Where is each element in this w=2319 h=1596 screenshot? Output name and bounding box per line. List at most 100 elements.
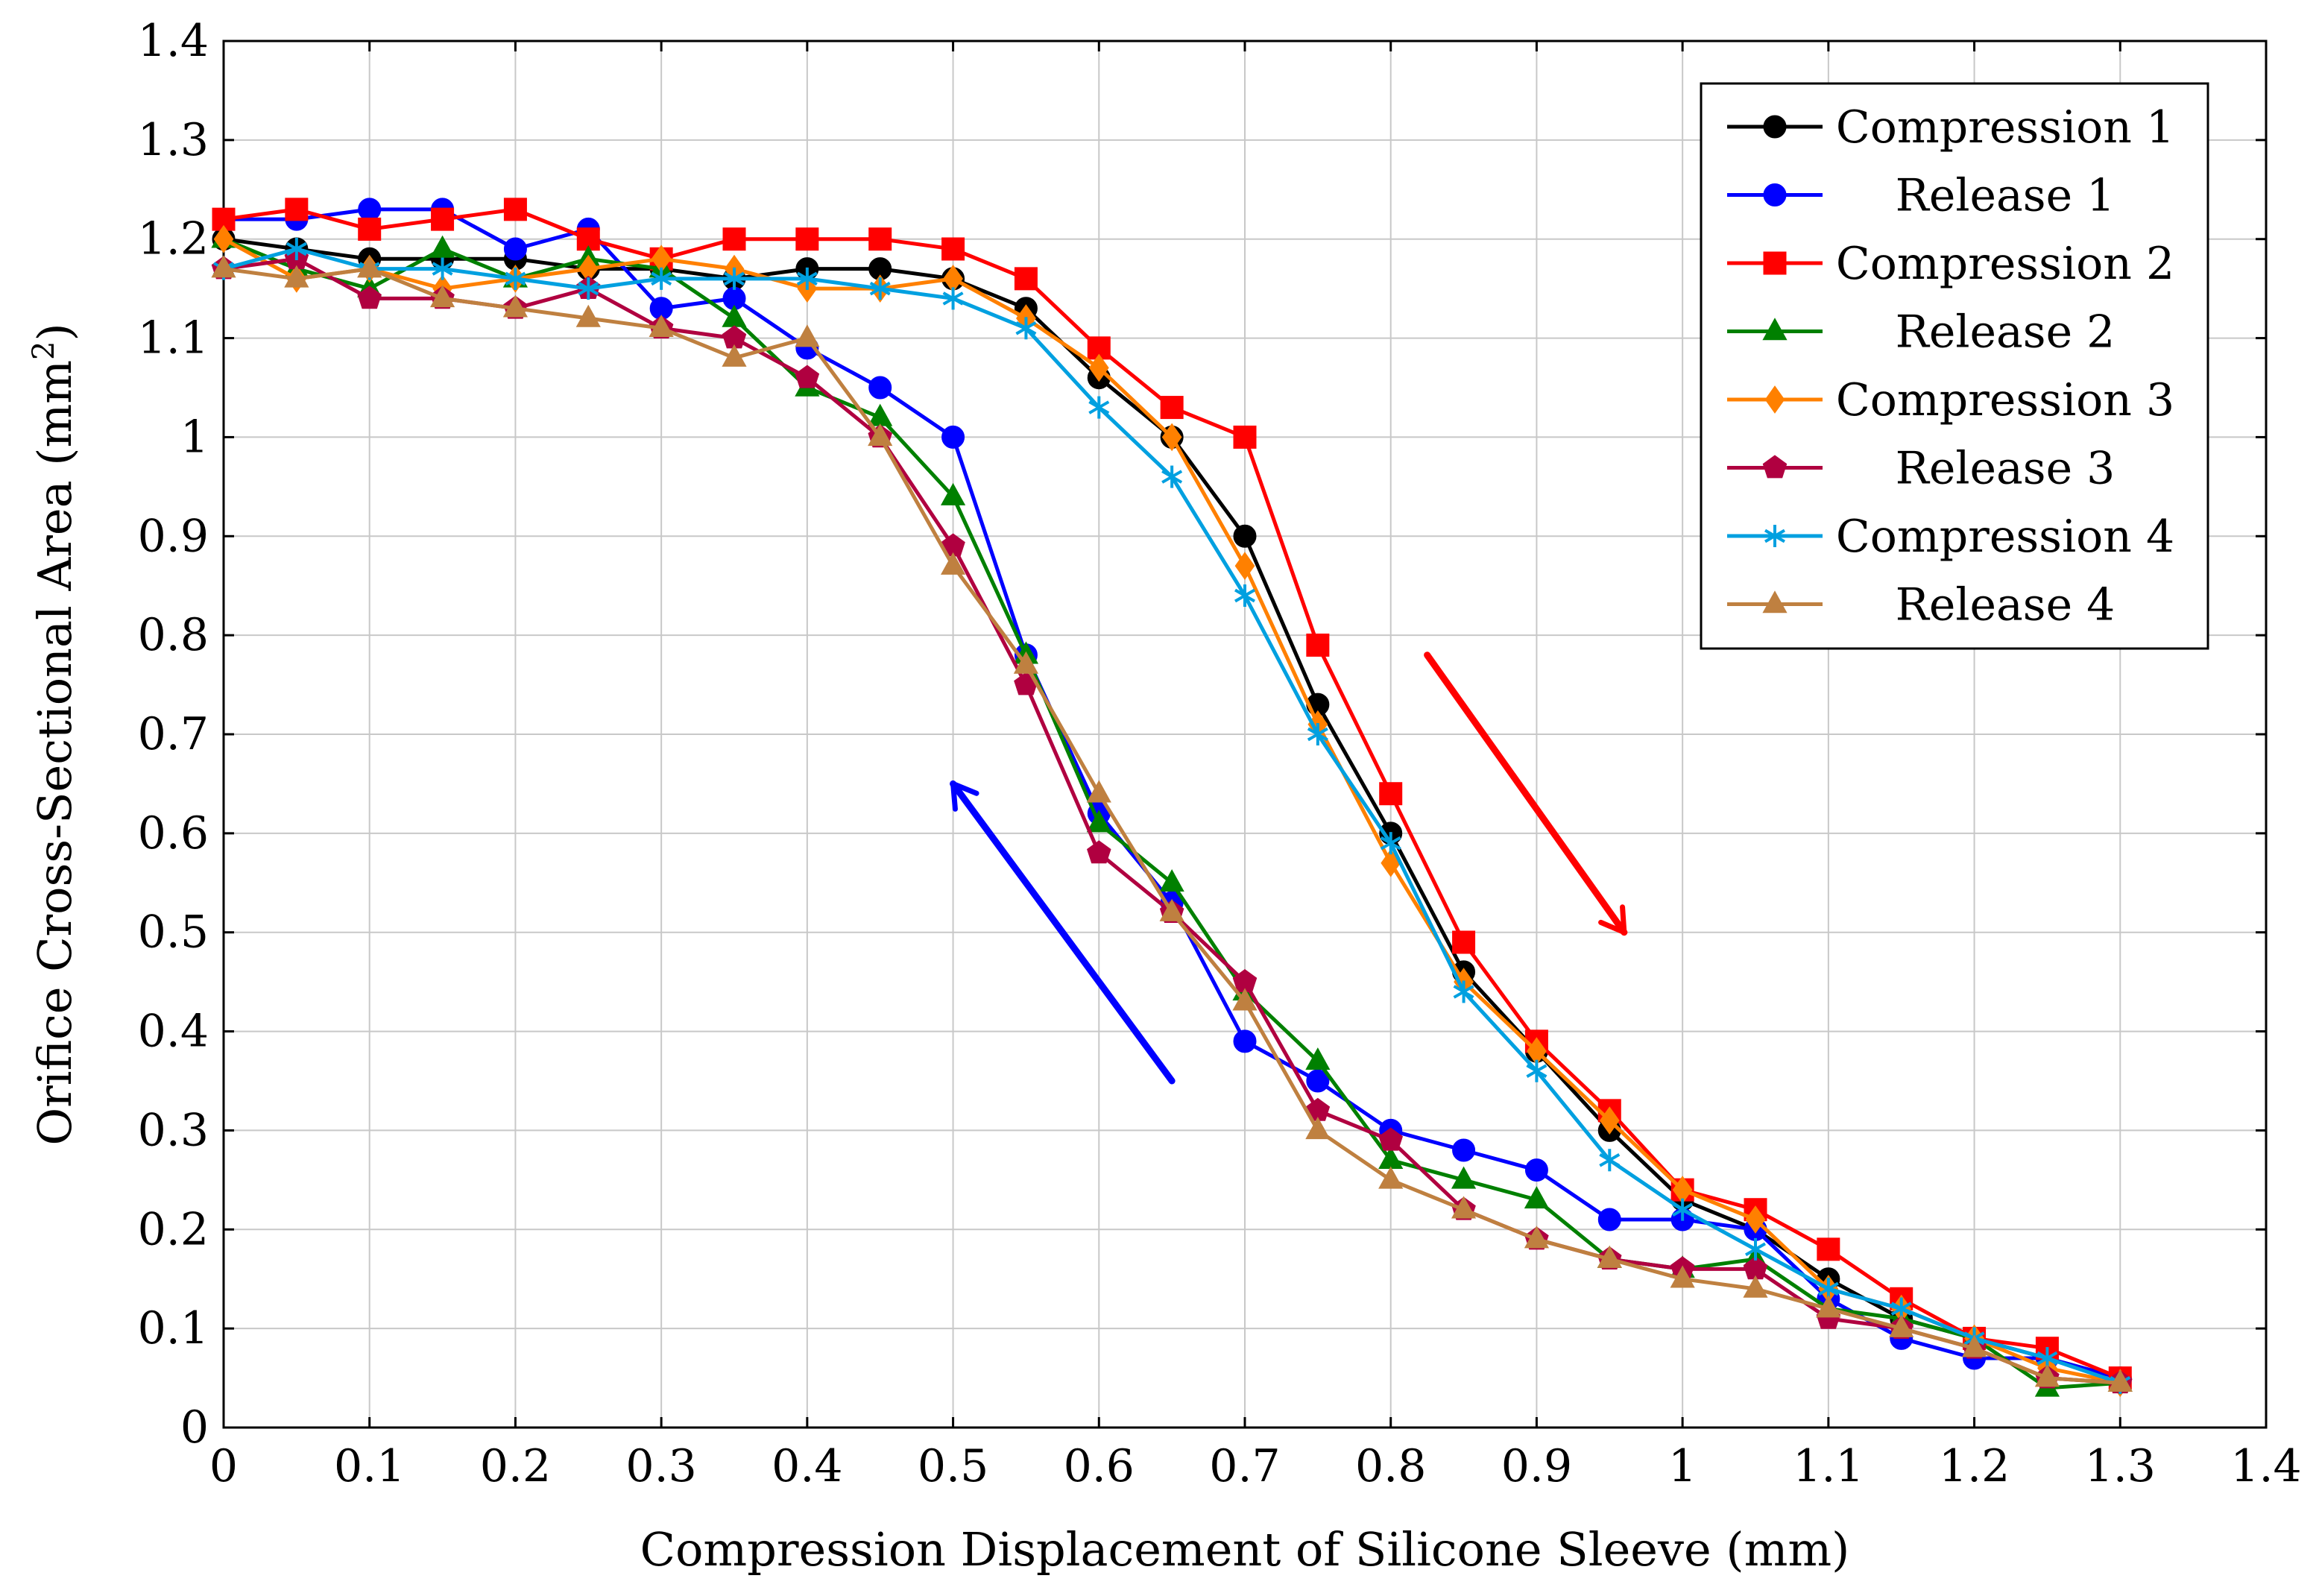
x-tick-label: 0.6 (1064, 1440, 1135, 1492)
legend-swatch-marker (1763, 183, 1787, 206)
data-point-release-4 (1232, 988, 1258, 1011)
data-point-release-4 (940, 552, 966, 575)
legend-item-release-1: Release 1 (1727, 170, 2115, 222)
legend-box (1700, 82, 2209, 650)
legend-swatch-marker (1762, 455, 1788, 479)
legend-item-release-3: Release 3 (1727, 443, 2115, 495)
data-point-release-1 (358, 198, 382, 221)
legend-label: Release 2 (1896, 306, 2116, 359)
legend: Compression 1 Release 1 Compression 2 Relea… (1700, 82, 2209, 650)
legend-item-compression-2: Compression 2 (1727, 238, 2174, 290)
legend-label: Release 3 (1896, 443, 2116, 495)
data-point-release-2 (1524, 1186, 1550, 1209)
data-point-compression-2 (503, 198, 527, 221)
data-point-compression-4 (1234, 584, 1255, 607)
y-axis-title-superscript: 2 (27, 341, 61, 360)
y-tick-label: 0.1 (138, 1302, 209, 1354)
x-tick-label: 0.4 (772, 1440, 842, 1492)
x-tick-label: 0.2 (480, 1440, 551, 1492)
legend-label: Compression 2 (1836, 238, 2174, 290)
x-axis-ticks: 0 0.1 0.2 0.3 0.4 0.5 0.6 0.7 0.8 0.9 1 1.1 1.2 1.3 1.… (209, 41, 2302, 1492)
y-tick-label: 0 (180, 1401, 209, 1454)
data-point-compression-3 (1234, 552, 1255, 581)
data-point-compression-3 (1161, 423, 1182, 452)
data-point-compression-4 (1380, 832, 1401, 855)
data-point-release-4 (868, 423, 893, 447)
data-point-compression-4 (1745, 1237, 1766, 1261)
y-tick-label: 1 (180, 411, 209, 463)
data-point-compression-2 (1306, 633, 1330, 657)
x-tick-label: 0.3 (625, 1440, 696, 1492)
release-direction-arrow (950, 780, 1176, 1085)
data-point-compression-2 (722, 227, 746, 251)
x-tick-label: 0.7 (1209, 1440, 1280, 1492)
data-point-release-4 (1816, 1295, 1841, 1318)
data-point-release-1 (1524, 1158, 1548, 1182)
legend-label: Compression 1 (1836, 101, 2174, 154)
data-point-compression-4 (651, 267, 672, 290)
data-point-compression-4 (942, 287, 964, 310)
data-point-release-4 (1451, 1196, 1477, 1219)
data-point-compression-2 (1379, 782, 1403, 806)
data-point-release-2 (940, 482, 966, 505)
y-axis-ticks: 0 0.1 0.2 0.3 0.4 0.5 0.6 0.7 0.8 0.9 1 1.1 1.2 1.3 1.… (138, 15, 2266, 1454)
legend-label: Release 4 (1896, 579, 2116, 631)
legend-item-compression-3: Compression 3 (1727, 374, 2174, 426)
data-point-release-4 (429, 285, 455, 308)
data-point-compression-1 (1233, 524, 1257, 548)
x-tick-label: 0.5 (918, 1440, 988, 1492)
data-point-compression-4 (432, 257, 453, 280)
data-point-compression-2 (941, 237, 965, 261)
data-point-compression-3 (1745, 1205, 1766, 1234)
legend-label: Compression 4 (1836, 511, 2174, 563)
y-axis-title: Orifice Cross-Sectional Area (mm2) (27, 323, 82, 1145)
y-axis-title-main: Orifice Cross-Sectional Area (mm (28, 360, 82, 1146)
data-point-compression-4 (796, 267, 818, 290)
data-point-compression-2 (795, 227, 819, 251)
y-tick-label: 0.6 (138, 807, 209, 859)
data-point-release-4 (1378, 1166, 1404, 1189)
x-tick-label: 1.1 (1793, 1440, 1864, 1492)
data-point-release-1 (1597, 1208, 1621, 1231)
data-point-compression-3 (213, 224, 234, 253)
legend-item-compression-4: Compression 4 (1727, 511, 2174, 563)
legend-swatch-marker (1763, 115, 1787, 139)
data-point-release-1 (868, 376, 892, 400)
data-point-release-2 (1451, 1166, 1477, 1189)
data-point-release-4 (1961, 1334, 1987, 1357)
legend-swatch-marker (1762, 318, 1788, 341)
data-point-compression-2 (1160, 396, 1184, 420)
x-tick-label: 1.2 (1939, 1440, 2010, 1492)
data-point-release-3 (795, 365, 820, 388)
series-release-4 (211, 255, 2133, 1392)
data-point-compression-4 (724, 267, 745, 290)
data-point-release-4 (649, 315, 674, 338)
data-point-release-4 (1743, 1275, 1768, 1298)
data-point-release-4 (1013, 651, 1039, 674)
legend-items: Compression 1 Release 1 Compression 2 Relea… (1727, 101, 2174, 631)
data-point-release-4 (1305, 1117, 1331, 1140)
legend-item-compression-1: Compression 1 (1727, 101, 2174, 154)
series-layer (211, 198, 2133, 1398)
y-tick-label: 0.7 (138, 708, 209, 760)
legend-item-release-2: Release 2 (1727, 306, 2115, 359)
data-point-compression-2 (1817, 1237, 1840, 1261)
data-point-release-3 (1087, 840, 1111, 864)
data-point-compression-4 (1161, 465, 1183, 488)
data-point-release-3 (1378, 1127, 1403, 1151)
data-point-release-4 (1524, 1226, 1550, 1249)
data-point-compression-2 (358, 217, 382, 241)
y-tick-label: 1.4 (138, 15, 209, 67)
data-point-release-4 (1086, 780, 1111, 803)
data-point-compression-4 (1453, 980, 1474, 1003)
x-tick-label: 0.1 (334, 1440, 405, 1492)
y-axis-title-close: ) (28, 323, 82, 341)
data-point-release-2 (429, 235, 455, 258)
data-point-release-4 (2034, 1364, 2060, 1387)
data-point-compression-2 (868, 227, 892, 251)
data-point-compression-4 (505, 267, 526, 290)
data-point-compression-4 (1307, 723, 1328, 745)
y-tick-label: 0.4 (138, 1006, 209, 1058)
data-point-compression-4 (1672, 1198, 1694, 1221)
